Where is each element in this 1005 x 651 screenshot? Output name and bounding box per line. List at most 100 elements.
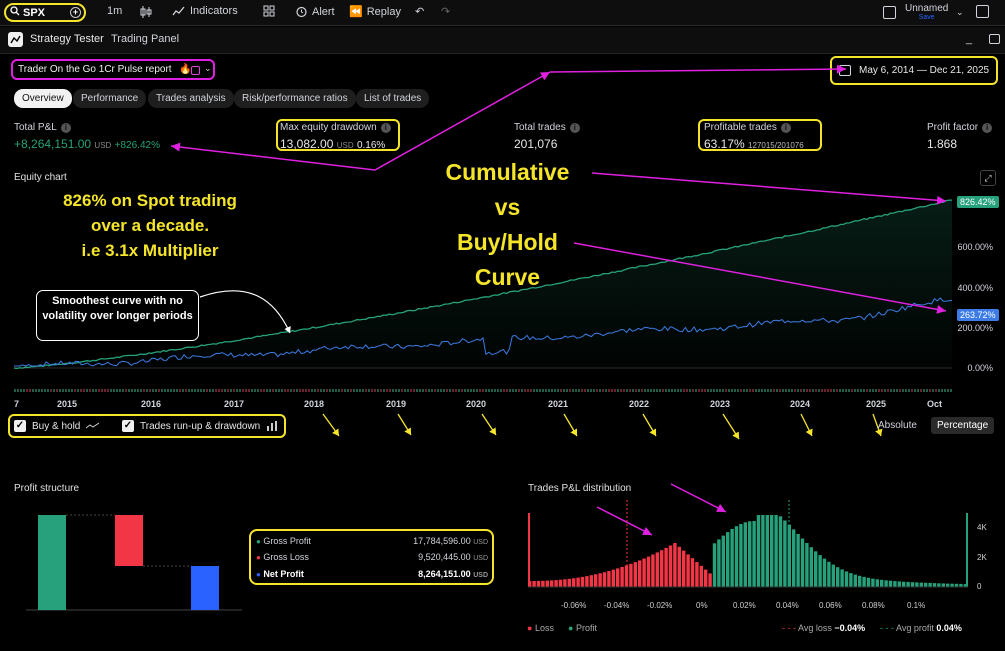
- trade-tick: [641, 389, 643, 392]
- max-drawdown-label: Max equity drawdown i: [280, 122, 391, 133]
- trade-tick: [599, 389, 601, 392]
- rewind-icon: ⏪: [349, 6, 363, 18]
- distribution-bar: [651, 554, 655, 587]
- trade-tick: [587, 389, 589, 392]
- distribution-bar: [721, 535, 725, 587]
- distribution-bar: [875, 579, 879, 587]
- trade-tick: [827, 389, 829, 392]
- trade-tick: [197, 389, 199, 392]
- profitable-trades-label: Profitable trades i: [704, 122, 791, 133]
- trade-tick: [593, 389, 595, 392]
- trade-tick: [662, 389, 664, 392]
- trade-tick: [173, 389, 175, 392]
- annotation-cumulative-vs-buyhold: Cumulative vs Buy/Hold Curve: [445, 159, 570, 290]
- trade-tick: [125, 389, 127, 392]
- trade-tick: [23, 389, 25, 392]
- undo-icon[interactable]: ↶: [415, 6, 425, 18]
- trade-tick: [707, 389, 709, 392]
- trade-tick: [479, 389, 481, 392]
- distribution-bar: [822, 558, 827, 587]
- percentage-toggle[interactable]: Percentage: [931, 417, 995, 434]
- trade-tick: [749, 389, 751, 392]
- tab-trading-panel[interactable]: Trading Panel: [111, 33, 180, 45]
- trade-tick: [131, 389, 133, 392]
- trade-tick: [659, 389, 661, 392]
- trade-tick: [422, 389, 424, 392]
- indicators-button[interactable]: Indicators: [172, 5, 238, 17]
- trade-tick: [53, 389, 55, 392]
- layout-name-button[interactable]: Unnamed Save: [905, 3, 948, 21]
- yellow-arrow: [397, 413, 412, 436]
- trade-tick: [473, 389, 475, 392]
- tab-risk-performance-ratios[interactable]: Risk/performance ratios: [234, 89, 356, 108]
- trade-tick: [134, 389, 136, 392]
- tab-strategy-tester[interactable]: Strategy Tester: [30, 33, 104, 45]
- trade-tick: [26, 389, 28, 392]
- trade-tick: [227, 389, 229, 392]
- redo-icon[interactable]: ↷: [441, 6, 451, 18]
- trade-tick: [89, 389, 91, 392]
- trade-tick: [29, 389, 31, 392]
- trade-tick: [368, 389, 370, 392]
- trade-tick: [374, 389, 376, 392]
- trade-tick: [800, 389, 802, 392]
- trade-tick: [497, 389, 499, 392]
- trade-tick: [458, 389, 460, 392]
- trade-tick: [692, 389, 694, 392]
- tab-performance[interactable]: Performance: [73, 89, 147, 108]
- chevron-down-icon[interactable]: ⌄: [956, 7, 964, 17]
- dist-x-tick: 0.04%: [776, 601, 799, 610]
- trade-tick: [443, 389, 445, 392]
- gross-loss-bar: [115, 515, 143, 566]
- trade-tick: [569, 389, 571, 392]
- trade-tick: [818, 389, 820, 392]
- trade-tick: [647, 389, 649, 392]
- trade-tick: [311, 389, 313, 392]
- magenta-arrow: [670, 483, 727, 513]
- trade-tick: [917, 389, 919, 392]
- add-symbol-icon[interactable]: +: [70, 7, 81, 18]
- interval-button[interactable]: 1m: [107, 5, 123, 17]
- strategy-selector[interactable]: Trader On the Go 1Cr Pulse report 🔥 ⌄: [11, 59, 215, 80]
- layouts-icon[interactable]: [263, 5, 275, 17]
- trade-tick: [683, 389, 685, 392]
- tab-overview[interactable]: Overview: [14, 89, 72, 108]
- fullscreen-toggle-icon[interactable]: [883, 6, 896, 19]
- trade-tick: [548, 389, 550, 392]
- distribution-bar: [937, 583, 941, 587]
- trade-tick: [257, 389, 259, 392]
- expand-icon[interactable]: ⤢: [980, 170, 996, 186]
- trade-tick: [329, 389, 331, 392]
- trade-tick: [527, 389, 529, 392]
- distribution-bar: [774, 515, 778, 587]
- buy-hold-checkbox[interactable]: ✓ Buy & hold: [14, 420, 100, 432]
- legend-net-profit: ● Net Profit 8,264,151.00 USD: [256, 569, 488, 579]
- minimize-icon[interactable]: _: [966, 33, 973, 45]
- absolute-toggle[interactable]: Absolute: [878, 420, 917, 431]
- trade-tick: [821, 389, 823, 392]
- maximize-icon[interactable]: [989, 34, 1000, 44]
- runup-drawdown-checkbox[interactable]: ✓ Trades run-up & drawdown: [122, 420, 278, 432]
- layout-grid-icon[interactable]: [976, 5, 989, 18]
- trade-tick: [269, 389, 271, 392]
- trade-tick: [464, 389, 466, 392]
- trade-tick: [899, 389, 901, 392]
- candles-icon[interactable]: [140, 5, 152, 19]
- yellow-arrow: [800, 413, 813, 437]
- alert-button[interactable]: Alert: [295, 5, 335, 18]
- trade-tick: [206, 389, 208, 392]
- trade-tick: [704, 389, 706, 392]
- replay-button[interactable]: ⏪ Replay: [349, 5, 401, 19]
- trade-tick: [233, 389, 235, 392]
- trade-tick: [191, 389, 193, 392]
- distribution-bar: [690, 558, 695, 587]
- profitable-trades-value: 63.17% 127015/201076: [704, 137, 804, 151]
- x-tick: 2020: [466, 399, 487, 409]
- tab-trades-analysis[interactable]: Trades analysis: [148, 89, 234, 108]
- tab-list-of-trades[interactable]: List of trades: [356, 89, 430, 108]
- trade-tick: [638, 389, 640, 392]
- trade-tick: [386, 389, 388, 392]
- symbol-search[interactable]: SPX +: [4, 3, 86, 22]
- x-tick: 2016: [141, 399, 162, 409]
